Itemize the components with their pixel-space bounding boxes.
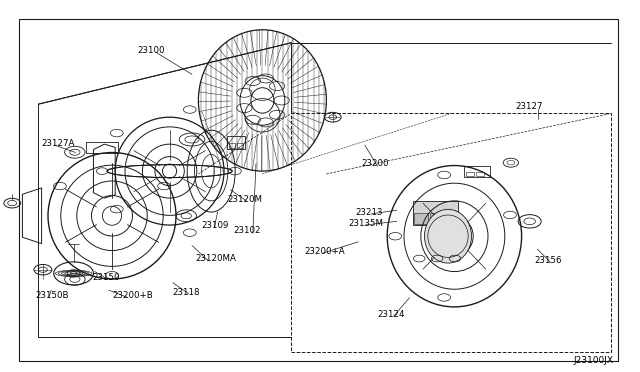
Bar — [227, 136, 245, 149]
Bar — [464, 166, 490, 177]
Bar — [414, 213, 428, 224]
Text: 23100: 23100 — [138, 46, 165, 55]
Bar — [466, 173, 474, 176]
Bar — [430, 213, 444, 224]
Text: 23135M: 23135M — [349, 219, 384, 228]
Text: 23118: 23118 — [173, 288, 200, 296]
Text: 23200: 23200 — [362, 159, 389, 168]
Ellipse shape — [424, 209, 472, 263]
Text: 23200+B: 23200+B — [112, 291, 153, 300]
Text: 23156: 23156 — [534, 256, 562, 265]
Text: 23127: 23127 — [515, 102, 543, 110]
Text: 23120M: 23120M — [227, 195, 262, 203]
Text: 23150: 23150 — [93, 273, 120, 282]
Bar — [476, 173, 484, 176]
Text: 23102: 23102 — [234, 226, 261, 235]
Text: 23124: 23124 — [378, 310, 405, 319]
Text: 23213: 23213 — [355, 208, 383, 217]
Text: 23200+A: 23200+A — [304, 247, 344, 256]
Text: 23109: 23109 — [202, 221, 229, 230]
Text: 23127A: 23127A — [42, 139, 75, 148]
Bar — [229, 143, 235, 148]
Bar — [413, 201, 458, 225]
Bar — [237, 143, 243, 148]
Bar — [291, 113, 611, 352]
Text: 23120MA: 23120MA — [195, 254, 236, 263]
Text: 23150B: 23150B — [35, 291, 68, 300]
Text: J23100JX: J23100JX — [573, 356, 613, 365]
